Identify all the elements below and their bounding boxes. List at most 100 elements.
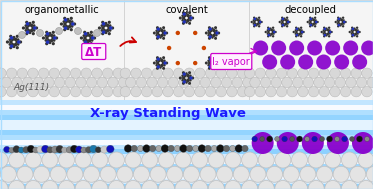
Circle shape bbox=[259, 21, 261, 23]
Circle shape bbox=[185, 12, 188, 15]
Bar bbox=[0, 179, 373, 184]
Circle shape bbox=[292, 77, 303, 88]
Circle shape bbox=[303, 77, 313, 88]
Circle shape bbox=[254, 18, 256, 20]
Circle shape bbox=[258, 17, 260, 19]
Circle shape bbox=[206, 87, 216, 97]
Bar bbox=[0, 115, 373, 120]
Circle shape bbox=[106, 29, 109, 32]
Circle shape bbox=[163, 29, 166, 32]
Circle shape bbox=[186, 145, 193, 152]
Circle shape bbox=[60, 68, 70, 78]
Circle shape bbox=[343, 19, 345, 21]
Circle shape bbox=[97, 77, 107, 88]
Circle shape bbox=[25, 180, 41, 189]
Circle shape bbox=[163, 60, 166, 62]
Circle shape bbox=[225, 180, 241, 189]
Circle shape bbox=[255, 87, 266, 97]
Circle shape bbox=[244, 68, 255, 78]
Circle shape bbox=[267, 26, 269, 29]
Circle shape bbox=[323, 29, 325, 31]
Circle shape bbox=[289, 136, 295, 142]
Circle shape bbox=[182, 22, 185, 25]
Circle shape bbox=[366, 166, 373, 182]
Circle shape bbox=[338, 23, 341, 25]
Circle shape bbox=[183, 80, 186, 84]
Circle shape bbox=[211, 36, 214, 39]
Circle shape bbox=[184, 79, 187, 82]
Circle shape bbox=[214, 31, 217, 35]
Circle shape bbox=[328, 35, 330, 37]
Circle shape bbox=[51, 36, 55, 40]
Bar bbox=[0, 130, 373, 135]
Circle shape bbox=[344, 21, 347, 23]
Circle shape bbox=[103, 24, 106, 27]
Bar bbox=[0, 145, 373, 150]
Bar bbox=[0, 169, 373, 175]
Circle shape bbox=[275, 136, 280, 142]
Circle shape bbox=[326, 33, 329, 35]
Circle shape bbox=[192, 152, 208, 168]
Circle shape bbox=[108, 32, 111, 35]
Circle shape bbox=[165, 32, 168, 35]
Circle shape bbox=[71, 20, 73, 23]
Circle shape bbox=[67, 18, 69, 21]
Circle shape bbox=[17, 68, 28, 78]
Circle shape bbox=[150, 145, 156, 152]
Circle shape bbox=[87, 32, 90, 35]
Circle shape bbox=[352, 33, 355, 35]
Circle shape bbox=[25, 26, 29, 30]
Circle shape bbox=[364, 136, 370, 142]
Circle shape bbox=[295, 28, 298, 30]
Circle shape bbox=[253, 23, 254, 25]
Circle shape bbox=[157, 29, 161, 32]
Circle shape bbox=[338, 24, 340, 26]
Circle shape bbox=[9, 38, 11, 41]
Circle shape bbox=[346, 77, 356, 88]
Circle shape bbox=[103, 29, 106, 32]
Bar bbox=[0, 139, 373, 145]
Circle shape bbox=[186, 14, 189, 17]
Circle shape bbox=[168, 145, 174, 152]
Circle shape bbox=[200, 166, 216, 182]
Circle shape bbox=[244, 87, 255, 97]
Circle shape bbox=[63, 25, 65, 28]
Circle shape bbox=[168, 77, 179, 88]
Circle shape bbox=[310, 18, 312, 20]
Circle shape bbox=[212, 59, 216, 62]
Circle shape bbox=[25, 21, 28, 24]
Circle shape bbox=[258, 25, 260, 27]
Circle shape bbox=[183, 20, 186, 24]
Circle shape bbox=[113, 87, 123, 97]
Circle shape bbox=[9, 40, 13, 44]
Circle shape bbox=[98, 26, 101, 30]
Circle shape bbox=[326, 136, 333, 142]
Circle shape bbox=[308, 180, 324, 189]
Circle shape bbox=[63, 17, 66, 20]
Circle shape bbox=[141, 68, 152, 78]
Circle shape bbox=[156, 67, 159, 70]
Circle shape bbox=[184, 74, 187, 77]
Circle shape bbox=[295, 31, 298, 33]
Circle shape bbox=[270, 27, 272, 29]
Circle shape bbox=[215, 29, 218, 32]
Circle shape bbox=[310, 23, 313, 25]
Circle shape bbox=[6, 87, 17, 97]
Circle shape bbox=[337, 25, 339, 27]
Bar bbox=[0, 174, 373, 180]
Circle shape bbox=[186, 74, 189, 77]
Circle shape bbox=[12, 77, 22, 88]
Circle shape bbox=[160, 34, 164, 37]
Circle shape bbox=[334, 54, 349, 70]
Circle shape bbox=[25, 152, 41, 168]
Circle shape bbox=[316, 54, 331, 70]
Circle shape bbox=[28, 68, 38, 78]
Circle shape bbox=[189, 15, 192, 17]
Circle shape bbox=[351, 68, 361, 78]
Circle shape bbox=[209, 65, 212, 69]
Circle shape bbox=[45, 31, 48, 34]
Circle shape bbox=[301, 31, 304, 33]
Circle shape bbox=[157, 64, 161, 67]
Circle shape bbox=[188, 11, 191, 14]
Circle shape bbox=[181, 19, 184, 22]
